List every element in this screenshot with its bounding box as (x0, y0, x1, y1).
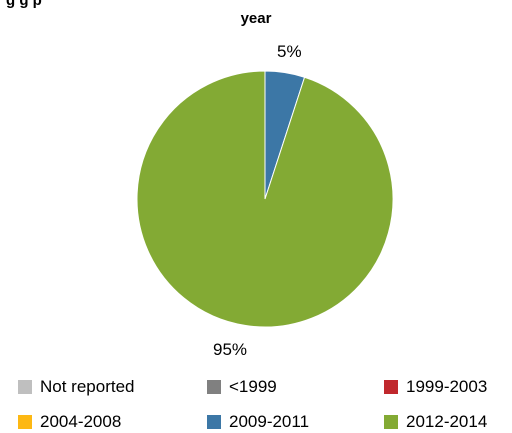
data-label-2009-2011: 5% (277, 42, 302, 61)
legend-swatch (384, 415, 398, 429)
legend-swatch (18, 415, 32, 429)
legend-item-2012-2014: 2012-2014 (384, 412, 487, 432)
legend-label: 2004-2008 (40, 412, 122, 431)
data-label-2012-2014: 95% (213, 340, 248, 359)
legend-item-2004-2008: 2004-2008 (18, 412, 121, 432)
pie-slice-2012-2014 (136, 70, 394, 328)
legend-swatch (384, 380, 398, 394)
pie-chart (136, 70, 394, 328)
chart-title-line1: g g p (6, 0, 42, 9)
legend-label: 2009-2011 (229, 412, 310, 431)
legend-swatch (207, 380, 221, 394)
legend-item-1999-2003: 1999-2003 (384, 377, 487, 397)
legend-swatch (18, 380, 32, 394)
legend-item-not-reported: Not reported (18, 377, 135, 397)
chart-title-line2: year (240, 10, 272, 27)
legend-label: 2012-2014 (406, 412, 488, 431)
legend-label: Not reported (40, 377, 135, 396)
legend-label: <1999 (229, 377, 277, 396)
legend-swatch (207, 415, 221, 429)
legend-item-before-1999: <1999 (207, 377, 277, 397)
legend: Not reported <1999 1999-2003 2004-2008 2… (0, 372, 512, 432)
legend-item-2009-2011: 2009-2011 (207, 412, 309, 432)
legend-label: 1999-2003 (406, 377, 488, 396)
